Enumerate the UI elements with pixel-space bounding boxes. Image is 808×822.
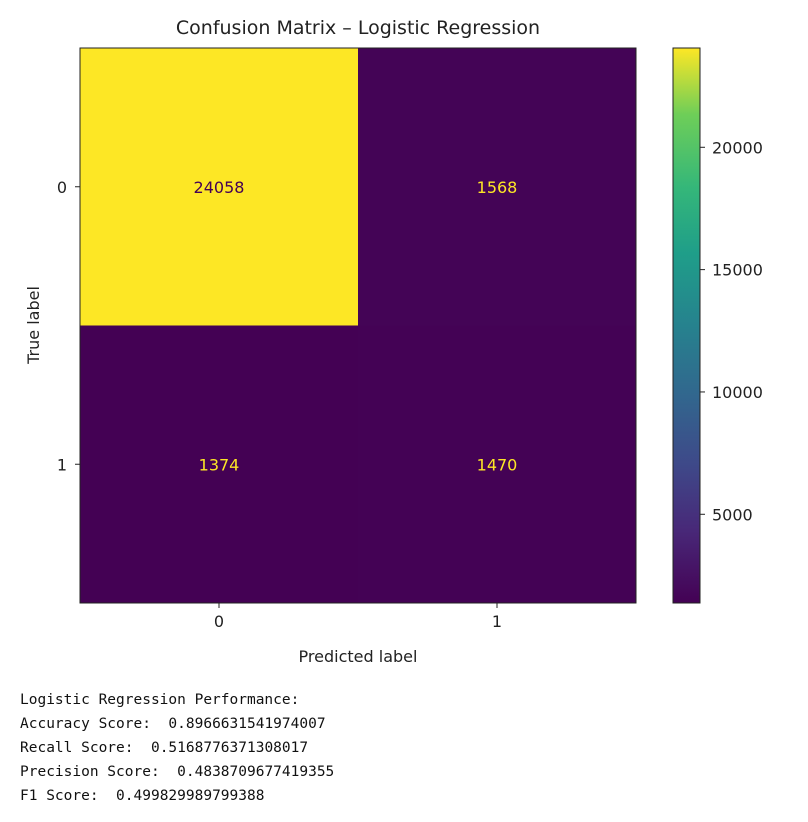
- y-tick-label: 1: [57, 455, 67, 474]
- y-axis-label: True label: [24, 286, 43, 365]
- colorbar-tick-label: 20000: [712, 138, 763, 157]
- x-tick-label: 0: [214, 612, 224, 631]
- x-axis-label: Predicted label: [299, 647, 418, 666]
- performance-output: Logistic Regression Performance: Accuracy…: [20, 688, 334, 808]
- matrix-frame: [79, 47, 637, 604]
- y-tick-label: 0: [57, 178, 67, 197]
- confusion-matrix-chart: Confusion Matrix – Logistic Regression 2…: [24, 17, 763, 666]
- cell-value-label: 1374: [199, 455, 240, 474]
- matrix-cell: [358, 325, 636, 603]
- cell-value-label: 1568: [477, 178, 518, 197]
- matrix-cell: [80, 325, 358, 603]
- f1-line: F1 Score: 0.499829989799388: [20, 788, 265, 804]
- matrix-cell: [358, 48, 636, 326]
- chart-title: Confusion Matrix – Logistic Regression: [176, 17, 540, 39]
- colorbar-tick-label: 10000: [712, 383, 763, 402]
- colorbar-tick-label: 5000: [712, 505, 753, 524]
- colorbar-tick-label: 15000: [712, 261, 763, 280]
- recall-line: Recall Score: 0.5168776371308017: [20, 740, 309, 756]
- x-tick-label: 1: [492, 612, 502, 631]
- cell-value-label: 24058: [194, 178, 245, 197]
- matrix-cell: [80, 48, 358, 326]
- colorbar: [672, 47, 701, 604]
- cell-value-label: 1470: [477, 455, 518, 474]
- output-heading: Logistic Regression Performance:: [20, 692, 300, 708]
- precision-line: Precision Score: 0.4838709677419355: [20, 764, 335, 780]
- accuracy-line: Accuracy Score: 0.8966631541974007: [20, 716, 326, 732]
